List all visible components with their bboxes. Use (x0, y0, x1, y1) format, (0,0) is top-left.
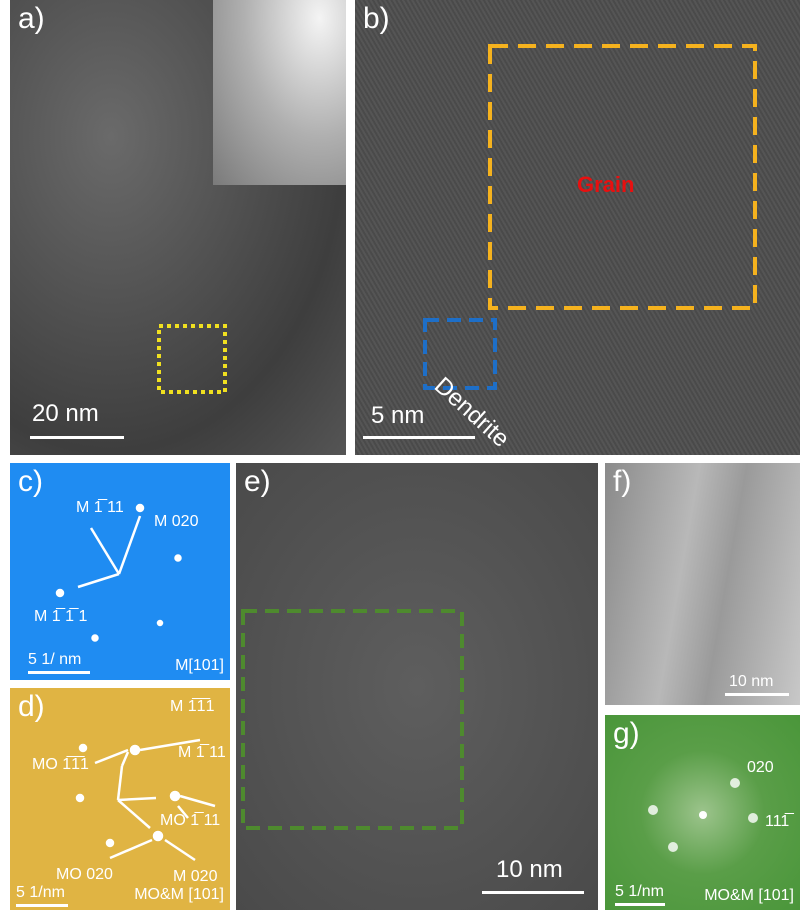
zone-axis: MO&M [101] (704, 887, 794, 904)
panel-g-spots (648, 778, 758, 852)
spot-label: M 020 (154, 513, 199, 530)
panel-e-scale-bar (482, 891, 584, 894)
spot-label: M 1̅ 1̅ 1 (34, 608, 88, 625)
panel-b-hrtem-image: b) Grain Dendrite 5 nm (355, 0, 800, 455)
panel-c-diffraction: c) M 1̅ 11 M 020 M 1̅ 1̅ 1 5 1/ nm M[101… (10, 463, 230, 680)
panel-c-scale-bar (28, 671, 90, 674)
panel-f-image: f) 10 nm (605, 463, 800, 705)
panel-f-scale-label: 10 nm (729, 673, 774, 690)
panel-d-scale-label: 5 1/nm (16, 884, 65, 901)
spot-label: MO 020 (56, 866, 113, 883)
spot-label: M 1̅1̅1 (170, 698, 215, 715)
panel-c-scale-label: 5 1/ nm (28, 651, 82, 668)
grain-box (488, 44, 757, 310)
panel-d-label: d) (18, 690, 45, 723)
spot-label: 020 (747, 759, 774, 776)
grain-label: Grain (577, 172, 635, 197)
panel-e-hrtem-image: e) 10 nm (236, 463, 598, 910)
panel-a-selection-box (157, 324, 227, 394)
spot-label: M 1̅ 11 (178, 744, 226, 761)
panel-b-scale-label: 5 nm (371, 402, 425, 429)
zone-axis: MO&M [101] (134, 886, 224, 903)
panel-c-arrows (55, 503, 182, 642)
panel-d-diffraction: d) M 1̅1̅1 MO 1̅1̅1 M 1̅ 11 MO 1̅ 11 MO … (10, 688, 230, 910)
panel-d-scale-bar (16, 904, 68, 907)
spot-label: M 020 (173, 868, 218, 885)
spot-label: M 1̅ 11 (76, 499, 124, 516)
panel-a-tem-image: a) 20 nm (10, 0, 346, 455)
panel-f-scale-bar (725, 693, 789, 696)
panel-a-scale-label: 20 nm (32, 400, 99, 427)
panel-b-label: b) (363, 2, 390, 35)
panel-a-inset (213, 0, 346, 185)
panel-e-scale-label: 10 nm (496, 856, 563, 883)
panel-g-fft: g) 020 111̅ 5 1/nm MO&M [101] (605, 715, 800, 910)
zone-axis: M[101] (175, 657, 224, 674)
dendrite-box (423, 318, 497, 390)
panel-g-scale-label: 5 1/nm (615, 883, 664, 900)
panel-e-label: e) (244, 465, 271, 498)
spot-label: 111̅ (765, 813, 790, 830)
panel-a-scale-bar (30, 436, 124, 439)
spot-label: MO 1̅ 11 (160, 812, 221, 829)
panel-b-scale-bar (363, 436, 475, 439)
panel-a-label: a) (18, 2, 45, 35)
panel-f-label: f) (613, 465, 632, 498)
panel-c-label: c) (18, 465, 43, 498)
panel-e-selection-box (241, 609, 464, 830)
panel-g-scale-bar (615, 903, 665, 906)
panel-b-boxes (423, 44, 757, 390)
panel-g-label: g) (613, 717, 640, 750)
panel-d-arrows (75, 738, 216, 862)
spot-label: MO 1̅1̅1 (32, 756, 89, 773)
